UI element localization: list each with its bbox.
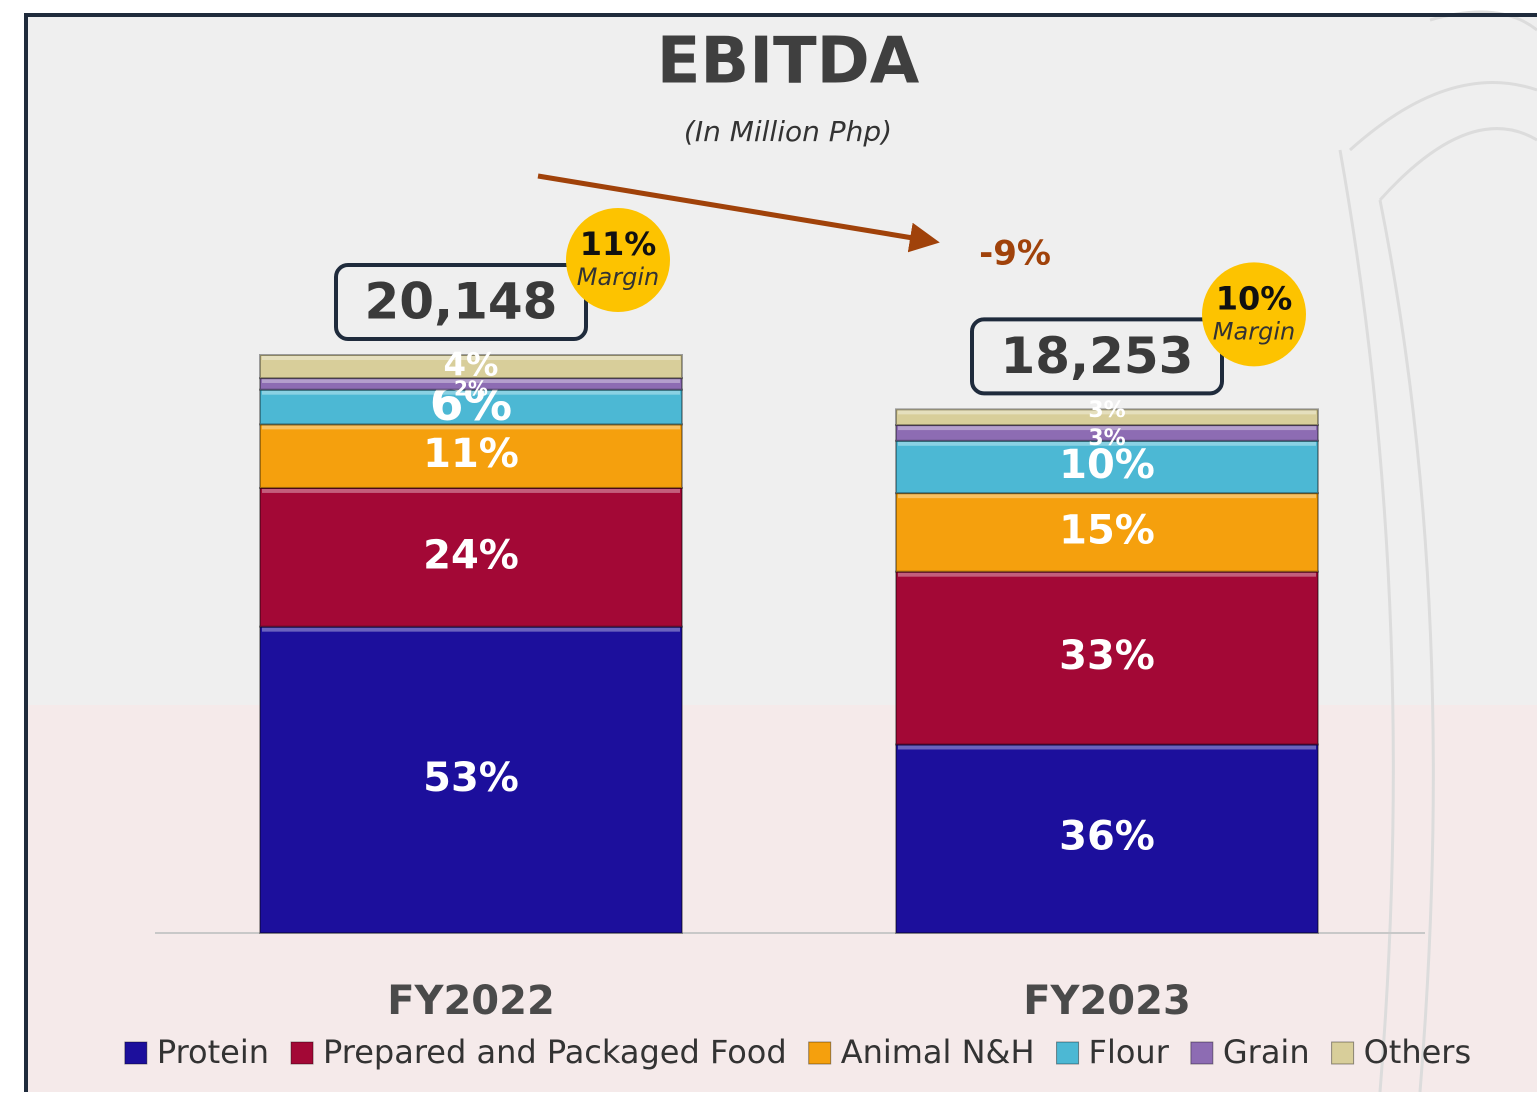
bar-segment bbox=[259, 388, 683, 426]
total-label: 18,253 bbox=[1001, 327, 1194, 385]
bar-segment bbox=[895, 408, 1319, 427]
legend-label: Flour bbox=[1089, 1033, 1170, 1071]
value-label: 11% bbox=[423, 431, 519, 477]
chart-title: EBITDA bbox=[657, 25, 920, 99]
segment-highlight bbox=[262, 488, 680, 493]
value-label: 3% bbox=[1088, 398, 1125, 423]
margin-badge bbox=[566, 208, 670, 312]
value-label: 3% bbox=[1088, 426, 1125, 451]
segment-highlight bbox=[262, 356, 680, 360]
legend-swatch bbox=[1190, 1041, 1214, 1065]
value-label: 2% bbox=[454, 376, 488, 400]
value-label: 33% bbox=[1059, 633, 1155, 679]
legend-label: Grain bbox=[1223, 1033, 1310, 1071]
legend-swatch bbox=[290, 1041, 314, 1065]
bar-segment bbox=[259, 423, 683, 489]
margin-value: 11% bbox=[580, 225, 657, 263]
margin-value: 10% bbox=[1216, 279, 1293, 317]
segment-highlight bbox=[898, 410, 1316, 415]
margin-badge bbox=[1202, 262, 1306, 367]
value-label: 36% bbox=[1059, 814, 1155, 860]
bg-ornament bbox=[1338, 10, 1537, 1093]
bar-segment bbox=[895, 492, 1319, 573]
legend-label: Protein bbox=[157, 1033, 269, 1071]
value-label: 10% bbox=[1059, 442, 1155, 488]
bar-segment bbox=[259, 625, 683, 934]
change-arrow bbox=[537, 173, 940, 253]
total-box bbox=[334, 263, 588, 341]
legend-swatch bbox=[1331, 1041, 1355, 1065]
margin-text: Margin bbox=[1213, 317, 1295, 345]
value-label: 4% bbox=[444, 346, 499, 384]
value-label: 53% bbox=[423, 755, 519, 801]
x-tick-label: FY2022 bbox=[387, 978, 555, 1024]
legend-swatch bbox=[808, 1041, 832, 1065]
legend-swatch bbox=[124, 1041, 148, 1065]
margin-text: Margin bbox=[577, 263, 659, 291]
bar-segment bbox=[259, 486, 683, 628]
bar-segment bbox=[895, 439, 1319, 495]
segment-highlight bbox=[262, 390, 680, 395]
bar-segment bbox=[895, 743, 1319, 935]
legend-label: Prepared and Packaged Food bbox=[323, 1033, 787, 1071]
value-label: 15% bbox=[1059, 507, 1155, 553]
total-box bbox=[970, 317, 1224, 396]
segment-highlight bbox=[898, 572, 1316, 577]
segment-highlight bbox=[898, 441, 1316, 446]
bar-segment bbox=[259, 354, 683, 380]
frame bbox=[24, 13, 1537, 1092]
total-label: 20,148 bbox=[365, 273, 558, 331]
segment-highlight bbox=[262, 627, 680, 632]
segment-highlight bbox=[262, 379, 680, 383]
segment-highlight bbox=[898, 426, 1316, 431]
value-label: 24% bbox=[423, 532, 519, 578]
segment-highlight bbox=[898, 494, 1316, 499]
legend-label: Animal N&H bbox=[841, 1033, 1035, 1071]
bar-segment bbox=[895, 570, 1319, 746]
legend-swatch bbox=[1056, 1041, 1080, 1065]
segment-highlight bbox=[262, 425, 680, 430]
legend-label: Others bbox=[1364, 1033, 1472, 1071]
change-label: -9% bbox=[979, 234, 1051, 274]
segment-highlight bbox=[898, 745, 1316, 750]
chart-subtitle: (In Million Php) bbox=[684, 115, 892, 148]
x-tick-label: FY2023 bbox=[1023, 978, 1191, 1024]
